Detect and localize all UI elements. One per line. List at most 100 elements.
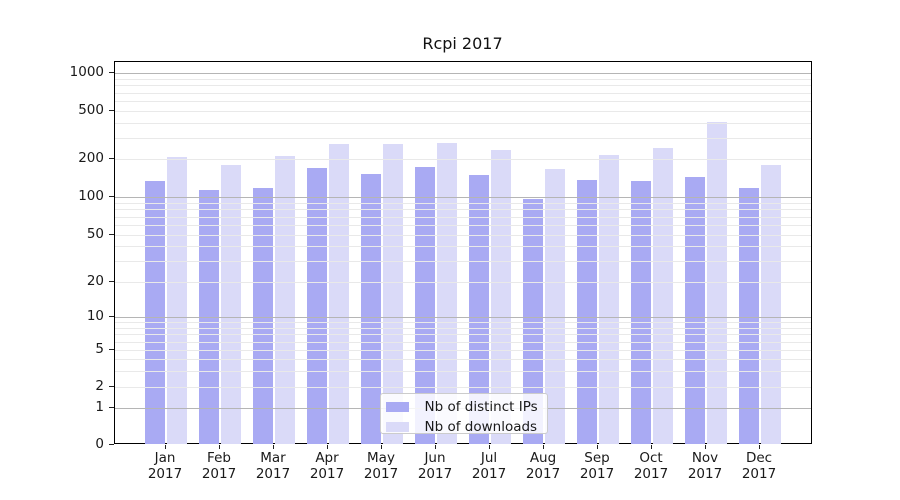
bar-downloads [653, 148, 673, 445]
y-tick-label: 20 [86, 273, 104, 289]
bar-distinct-ips [523, 199, 543, 445]
x-tick-year: 2017 [525, 466, 561, 482]
x-tick-label: Nov 2017 [675, 450, 735, 482]
y-tick-mark [108, 72, 114, 74]
legend: Nb of distinct IPs Nb of downloads [379, 393, 548, 435]
gridline-minor [114, 261, 811, 263]
gridline-major [114, 73, 811, 74]
x-tick-label: Oct 2017 [621, 450, 681, 482]
bar-distinct-ips [253, 188, 273, 445]
x-tick-month: Mar [260, 450, 286, 466]
bar-downloads [167, 157, 187, 445]
x-tick-month: Oct [639, 450, 663, 466]
y-tick-mark [108, 234, 114, 236]
y-tick-label: 100 [78, 188, 104, 204]
gridline-minor [114, 359, 811, 361]
x-tick-mark [327, 444, 329, 449]
x-tick-mark [381, 444, 383, 449]
bar-distinct-ips [361, 173, 381, 445]
x-tick-month: May [367, 450, 395, 466]
x-tick-month: Jan [154, 450, 176, 466]
gridline-minor [114, 101, 811, 103]
x-tick-month: Apr [315, 450, 339, 466]
gridline-minor [114, 92, 811, 94]
gridline-minor [114, 159, 811, 161]
legend-label-distinct-ips: Nb of distinct IPs [424, 398, 538, 415]
gridline-major [114, 197, 811, 198]
gridline-minor [114, 235, 811, 236]
bar-distinct-ips [739, 187, 759, 445]
gridline-minor [114, 216, 811, 218]
y-tick-mark [108, 196, 114, 198]
bar-downloads [761, 164, 781, 445]
legend-swatch-distinct-ips [385, 401, 409, 412]
x-tick-label: Feb 2017 [189, 450, 249, 482]
bar-distinct-ips [631, 181, 651, 445]
gridline-minor [114, 387, 811, 388]
x-tick-mark [597, 444, 599, 449]
gridline-minor [114, 350, 811, 352]
y-tick-mark [108, 281, 114, 283]
y-tick-label: 200 [78, 150, 104, 167]
x-tick-mark [705, 444, 707, 449]
gridline-minor [114, 202, 811, 204]
y-tick-label: 10 [86, 308, 104, 324]
bar-distinct-ips [145, 181, 165, 445]
gridline-minor [114, 341, 811, 343]
y-tick-label: 0 [95, 435, 104, 452]
y-tick-label: 50 [86, 226, 104, 242]
x-tick-month: Jun [424, 450, 446, 466]
x-tick-year: 2017 [417, 466, 453, 482]
y-tick-label: 5 [95, 341, 104, 358]
x-tick-month: Sep [584, 450, 610, 466]
bar-downloads [707, 121, 727, 445]
x-tick-year: 2017 [201, 466, 237, 482]
bar-downloads [437, 142, 457, 445]
y-tick-mark [108, 316, 114, 318]
x-tick-year: 2017 [471, 466, 507, 482]
x-tick-year: 2017 [363, 466, 399, 482]
bar-distinct-ips [415, 166, 435, 445]
bar-distinct-ips [307, 168, 327, 445]
x-tick-month: Jul [480, 450, 498, 466]
x-tick-label: Dec 2017 [729, 450, 789, 482]
x-tick-year: 2017 [741, 466, 777, 482]
y-tick-mark [108, 110, 114, 112]
legend-swatch-downloads [385, 421, 409, 432]
gridline-minor [114, 209, 811, 211]
gridline-minor [114, 78, 811, 80]
x-tick-month: Aug [529, 450, 557, 466]
x-tick-label: May 2017 [351, 450, 411, 482]
y-tick-mark [108, 349, 114, 351]
gridline-minor [114, 225, 811, 226]
bar-downloads [275, 155, 295, 445]
x-tick-mark [435, 444, 437, 449]
bar-downloads [545, 168, 565, 445]
x-tick-month: Nov [691, 450, 719, 466]
x-tick-label: Jan 2017 [135, 450, 195, 482]
gridline-minor [114, 327, 811, 329]
x-tick-label: Apr 2017 [297, 450, 357, 482]
gridline-minor [114, 322, 811, 324]
bar-downloads [383, 144, 403, 445]
gridline-minor [114, 138, 811, 140]
legend-item: Nb of distinct IPs [385, 398, 547, 415]
y-tick-label: 2 [95, 378, 104, 394]
y-tick-label: 1000 [69, 64, 104, 80]
bar-downloads [329, 144, 349, 445]
y-tick-label: 1 [95, 399, 104, 416]
x-tick-label: Jun 2017 [405, 450, 465, 482]
x-tick-mark [165, 444, 167, 449]
gridline-minor [114, 111, 811, 113]
x-tick-mark [273, 444, 275, 449]
gridline-major [114, 317, 811, 318]
y-tick-mark [108, 386, 114, 388]
x-tick-label: Sep 2017 [567, 450, 627, 482]
bar-downloads [599, 154, 619, 445]
x-tick-mark [543, 444, 545, 449]
gridline-minor [114, 282, 811, 283]
x-tick-year: 2017 [147, 466, 183, 482]
x-tick-month: Feb [207, 450, 231, 466]
bar-distinct-ips [577, 180, 597, 445]
